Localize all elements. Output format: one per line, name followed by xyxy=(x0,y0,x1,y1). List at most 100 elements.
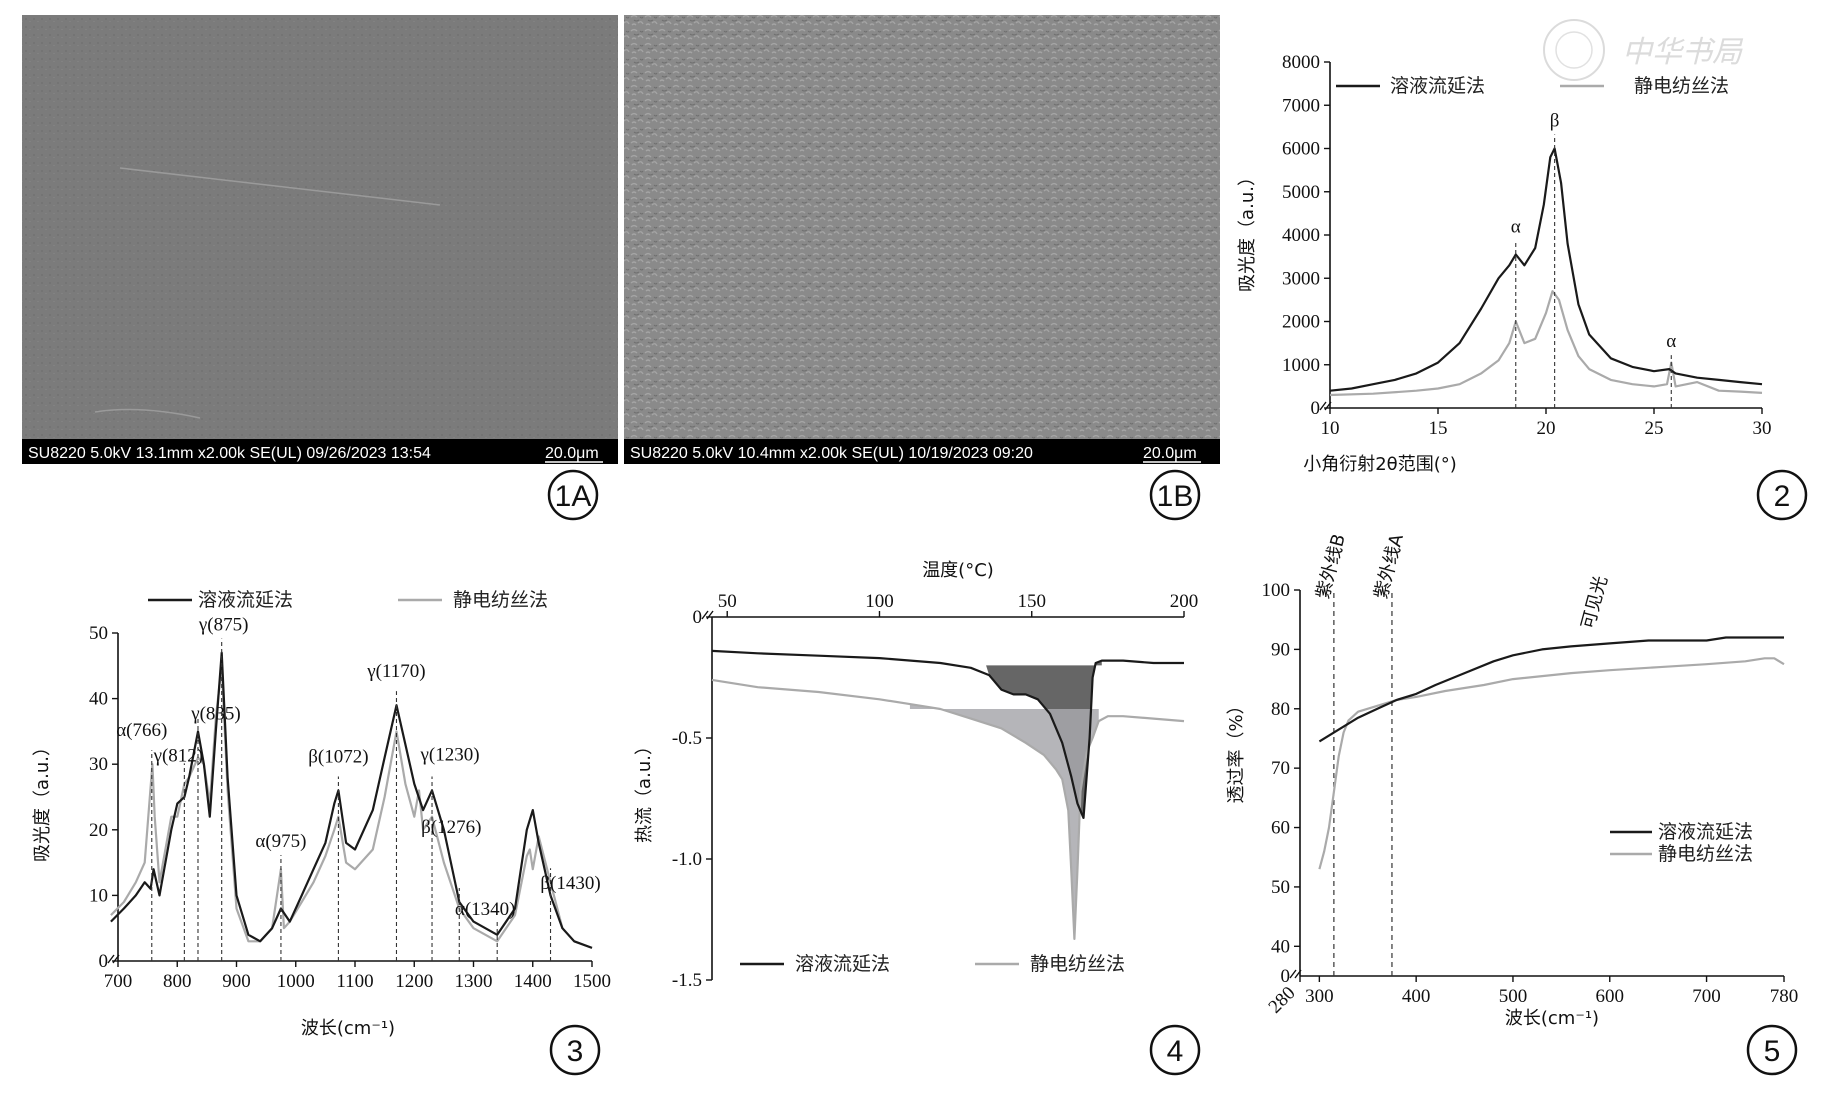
panel-label-circle-1b xyxy=(1149,469,1201,521)
x-tick-label: 800 xyxy=(163,971,192,992)
sem-info-bar-1b xyxy=(624,439,1220,464)
y-tick-label: 50 xyxy=(1271,877,1290,898)
x-tick-label: 280 xyxy=(1265,983,1300,1018)
peak-annotation-label: γ(835) xyxy=(190,703,241,724)
sem-image-1b xyxy=(624,15,1220,439)
x-tick-label: 50 xyxy=(718,591,737,612)
x-tick-label: 20 xyxy=(1537,418,1556,439)
y-tick-label: 6000 xyxy=(1282,139,1320,160)
sem-scale-text-1b: 20.0μm xyxy=(1143,445,1197,462)
panel-label-circle-4 xyxy=(1149,1024,1201,1076)
x-tick-label: 15 xyxy=(1429,418,1448,439)
panel-label-circle-2 xyxy=(1756,469,1808,521)
x-tick-label: 1300 xyxy=(455,971,493,992)
y-tick-label: 0 xyxy=(99,951,109,972)
x-axis-title: 温度(°C) xyxy=(922,560,994,581)
y-tick-label: 4000 xyxy=(1282,225,1320,246)
panel-label-circle-5 xyxy=(1746,1024,1798,1076)
series-line-2 xyxy=(110,664,593,949)
panel-label-circle-3 xyxy=(549,1024,601,1076)
panel-label-3: 3 xyxy=(567,1035,584,1068)
legend-label-series-2: 静电纺丝法 xyxy=(1030,953,1125,975)
chart-panel-3: 波长(cm⁻¹) 吸光度（a.u.） 溶液流延法 静电纺丝法 3 700 800 9… xyxy=(32,589,611,1076)
x-tick-label: 1100 xyxy=(336,971,373,992)
y-tick-label: -0.5 xyxy=(672,728,702,749)
x-tick-label: 1000 xyxy=(277,971,315,992)
reference-line-label: 紫外线A xyxy=(1371,531,1409,601)
x-tick-label: 30 xyxy=(1753,418,1772,439)
y-tick-label: 50 xyxy=(89,623,108,644)
legend-label-series-1: 溶液流延法 xyxy=(1390,75,1485,97)
panel-1b: SU8220 5.0kV 10.4mm x2.00k SE(UL) 10/19/… xyxy=(624,15,1220,521)
peak-annotation-label: α(766) xyxy=(116,720,167,741)
peak-annotation-label: α(1340) xyxy=(455,899,516,920)
x-tick-label: 500 xyxy=(1499,986,1528,1007)
y-tick-label: 40 xyxy=(1271,936,1290,957)
series-line-1 xyxy=(110,651,593,949)
panel-label-2: 2 xyxy=(1774,480,1791,513)
x-axis-title: 小角衍射2θ范围(°) xyxy=(1303,454,1457,475)
panel-label-1b: 1B xyxy=(1157,480,1194,513)
panel-label-4: 4 xyxy=(1167,1035,1184,1068)
peak-annotation-label: γ(1170) xyxy=(366,661,425,682)
panel-label-circle-1a xyxy=(547,469,599,521)
x-tick-label: 700 xyxy=(104,971,133,992)
y-tick-label: 0 xyxy=(1311,398,1321,419)
y-tick-label: 7000 xyxy=(1282,95,1320,116)
x-tick-label: 700 xyxy=(1692,986,1721,1007)
y-tick-label: 8000 xyxy=(1282,52,1320,73)
y-tick-label: 2000 xyxy=(1282,312,1320,333)
sem-info-bar-1a xyxy=(22,439,618,464)
sem-info-text-1a: SU8220 5.0kV 13.1mm x2.00k SE(UL) 09/26/… xyxy=(28,445,431,462)
sem-scale-text-1a: 20.0μm xyxy=(545,445,599,462)
panel-label-5: 5 xyxy=(1764,1035,1781,1068)
series-line-2 xyxy=(1329,290,1763,397)
series-line-1 xyxy=(1329,147,1763,392)
x-tick-label: 100 xyxy=(865,591,894,612)
x-tick-label: 400 xyxy=(1402,986,1431,1007)
peak-annotation-label: α xyxy=(1666,331,1676,352)
y-tick-label: 40 xyxy=(89,689,108,710)
y-tick-label: 60 xyxy=(1271,818,1290,839)
y-tick-label: 90 xyxy=(1271,639,1290,660)
chart-panel-4: 温度(°C) 热流（a.u.） 溶液流延法 静电纺丝法 4 50 100 150 20… xyxy=(634,560,1201,1076)
y-tick-label: 30 xyxy=(89,754,108,775)
legend-label-series-1: 溶液流延法 xyxy=(1658,821,1753,843)
y-tick-label: 5000 xyxy=(1282,182,1320,203)
chart-panel-5: 波长(cm⁻¹) 透过率（%） 溶液流延法 静电纺丝法 可见光 5 280 300… xyxy=(1226,531,1798,1076)
y-axis-title: 热流（a.u.） xyxy=(634,737,655,843)
reference-line-label: 紫外线B xyxy=(1312,532,1349,602)
y-tick-label: 3000 xyxy=(1282,268,1320,289)
y-axis-title: 吸光度（a.u.） xyxy=(32,738,53,862)
legend-label-series-1: 溶液流延法 xyxy=(795,953,890,975)
x-axis-title: 波长(cm⁻¹) xyxy=(1505,1008,1599,1029)
x-tick-label: 150 xyxy=(1017,591,1046,612)
sem-info-text-1b: SU8220 5.0kV 10.4mm x2.00k SE(UL) 10/19/… xyxy=(630,445,1033,462)
x-tick-label: 1200 xyxy=(395,971,433,992)
peak-annotation-label: γ(1230) xyxy=(419,744,479,765)
y-tick-label: 80 xyxy=(1271,699,1290,720)
x-tick-label: 600 xyxy=(1596,986,1625,1007)
y-axis-title: 透过率（%） xyxy=(1226,696,1247,803)
y-tick-label: 100 xyxy=(1262,580,1291,601)
panel-1a: SU8220 5.0kV 13.1mm x2.00k SE(UL) 09/26/… xyxy=(22,15,618,521)
y-axis-title: 吸光度（a.u.） xyxy=(1237,168,1258,292)
y-tick-label: 0 xyxy=(693,607,703,628)
series-line-2 xyxy=(711,678,1185,940)
y-tick-label: -1.5 xyxy=(672,970,702,991)
x-tick-label: 900 xyxy=(222,971,251,992)
area-series-2 xyxy=(909,704,1099,939)
y-tick-label: 20 xyxy=(89,820,108,841)
legend-label-series-2: 静电纺丝法 xyxy=(1634,75,1729,97)
series-line-2 xyxy=(1318,657,1785,870)
sem-scratch-1a xyxy=(94,167,441,419)
x-tick-label: 300 xyxy=(1305,986,1334,1007)
axis-break-mark xyxy=(1289,969,1302,979)
peak-annotation-label: β(1430) xyxy=(540,873,600,894)
legend-label-series-2: 静电纺丝法 xyxy=(453,589,548,611)
peak-annotation-label: γ(875) xyxy=(198,615,249,636)
series-line-1 xyxy=(711,649,1184,819)
sem-image-1a xyxy=(22,15,618,439)
x-axis-title: 波长(cm⁻¹) xyxy=(301,1018,395,1039)
